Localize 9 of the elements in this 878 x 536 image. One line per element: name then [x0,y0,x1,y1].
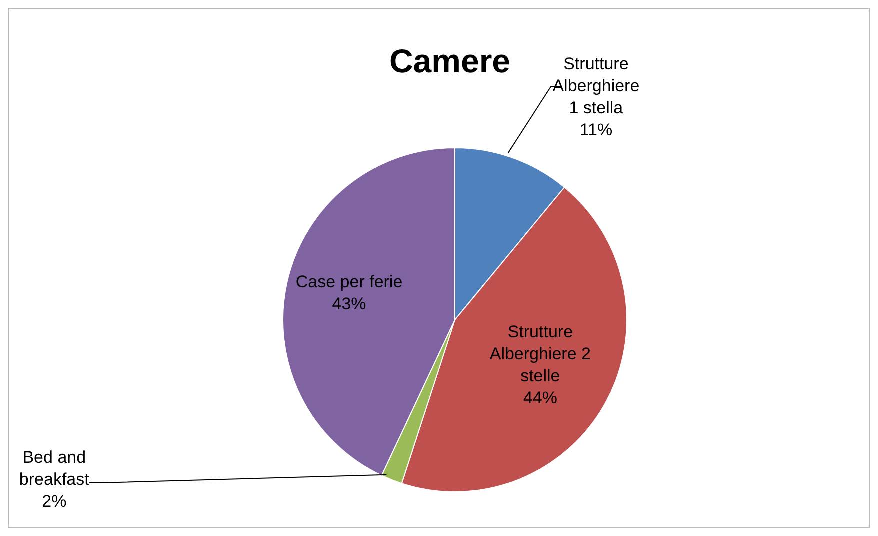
data-label: 2% [42,492,67,510]
slice-label: Bed and breakfast [19,448,90,488]
data-label: 43% [332,294,366,313]
chart-title: Camere [389,42,511,80]
slice-label: Strutture Alberghiere 2 stelle [490,322,591,386]
slice-label: Case per ferie [296,272,403,291]
slice-label: Strutture Alberghiere 1 stella [552,54,640,118]
data-label: 44% [523,388,558,408]
data-label: 11% [580,120,613,140]
